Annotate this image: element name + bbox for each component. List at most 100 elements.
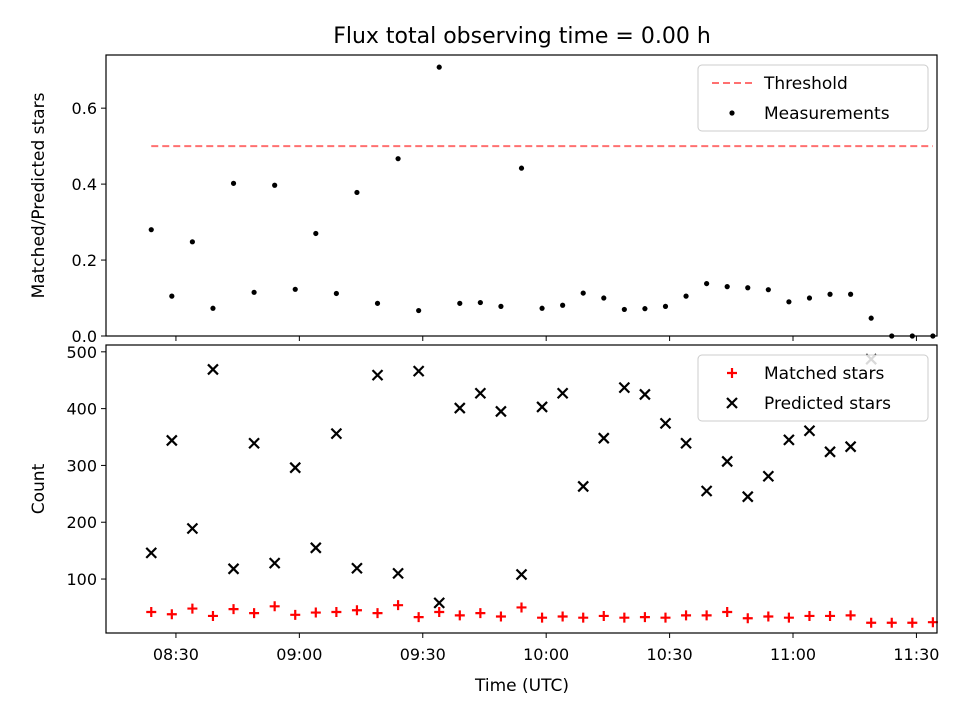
predicted-stars-point xyxy=(700,485,713,497)
measurement-point xyxy=(333,290,339,297)
matched-stars-point xyxy=(598,610,609,621)
top-legend-label: Threshold xyxy=(763,74,848,94)
matched-stars-point xyxy=(434,606,445,617)
predicted-stars-point xyxy=(227,563,240,575)
measurement-point xyxy=(539,305,545,311)
matched-stars-point xyxy=(907,617,918,628)
top-y-axis-label: Matched/Predicted stars xyxy=(29,92,49,298)
predicted-stars-point xyxy=(351,562,363,575)
bottom-legend: Matched stars Predicted stars xyxy=(697,354,929,422)
predicted-stars-point xyxy=(207,363,219,376)
matched-stars-point xyxy=(516,602,527,613)
matched-stars-point xyxy=(454,610,465,621)
predicted-stars-point xyxy=(680,437,692,450)
bottom-x-tick-label: 11:30 xyxy=(893,645,939,664)
predicted-stars-point xyxy=(577,480,589,493)
measurement-point xyxy=(621,306,627,313)
measurement-point xyxy=(272,182,278,188)
measurement-point xyxy=(457,300,463,306)
matched-stars-point xyxy=(927,617,938,628)
matched-stars-point xyxy=(351,605,362,616)
predicted-stars-point xyxy=(474,387,487,400)
measurement-point xyxy=(806,295,813,301)
measurement-point xyxy=(601,295,607,301)
measurement-point xyxy=(189,239,195,245)
bottom-axes-frame xyxy=(105,344,938,634)
matched-stars-point xyxy=(825,610,836,621)
matched-stars-point xyxy=(557,611,568,622)
matched-stars-point xyxy=(475,608,486,619)
matched-stars-point xyxy=(393,600,404,611)
matched-stars-point xyxy=(619,612,630,623)
top-y-tick-label: 0.2 xyxy=(72,251,97,270)
x-axis-label: Time (UTC) xyxy=(474,676,569,696)
matched-stars-point xyxy=(146,606,157,617)
matched-stars-point xyxy=(681,610,692,621)
measurement-point xyxy=(580,290,586,296)
measurement-point xyxy=(292,286,298,292)
matched-stars-point xyxy=(537,612,548,623)
matched-stars-point xyxy=(578,612,589,623)
top-panel: 0.0 0.2 0.4 0.6 Matched/Predicted stars Thres… xyxy=(29,54,938,346)
matched-stars-point xyxy=(845,610,856,621)
predicted-stars-point xyxy=(330,427,343,440)
measurement-point xyxy=(662,303,669,309)
bottom-panel: 100 200 300 400 500 08:30 09:00 09:30 10:00 10:30… xyxy=(29,343,939,664)
top-y-tick-label: 0.6 xyxy=(72,99,97,118)
matched-stars-point xyxy=(269,601,280,612)
measurement-point xyxy=(642,306,648,312)
predicted-stars-point xyxy=(824,446,836,458)
top-legend: Threshold Measurements xyxy=(697,64,929,132)
matched-stars-point xyxy=(763,611,774,622)
predicted-stars-point xyxy=(803,424,816,437)
top-legend-box xyxy=(697,64,929,132)
measurement-point xyxy=(436,64,442,70)
measurement-point xyxy=(786,299,792,305)
matched-stars-point xyxy=(495,611,506,622)
predicted-stars-point xyxy=(618,381,631,394)
matched-stars-point xyxy=(742,613,753,624)
measurement-point xyxy=(745,285,751,291)
measurement-point xyxy=(251,289,257,295)
predicted-stars-point xyxy=(844,440,857,453)
measurement-point xyxy=(169,293,175,299)
bottom-x-tick-label: 10:00 xyxy=(523,645,569,664)
predicted-stars-point xyxy=(145,547,158,559)
predicted-stars-point xyxy=(166,434,178,447)
predicted-stars-point xyxy=(310,542,322,554)
bottom-legend-label: Predicted stars xyxy=(764,394,891,414)
bottom-x-tick-label: 10:30 xyxy=(647,645,693,664)
matched-stars-point xyxy=(310,607,321,618)
measurement-point xyxy=(313,230,319,237)
predicted-stars-point xyxy=(289,461,302,474)
matched-stars-point xyxy=(187,603,198,614)
measurement-point xyxy=(395,156,401,162)
matched-stars-point xyxy=(166,609,177,620)
measurement-point xyxy=(683,293,689,299)
top-axes-frame xyxy=(105,54,938,337)
bottom-legend-label: Matched stars xyxy=(764,364,884,384)
matched-stars-point xyxy=(722,606,733,617)
measurement-point xyxy=(765,287,771,293)
bottom-x-tick-label: 11:00 xyxy=(770,645,816,664)
predicted-stars-point xyxy=(762,470,775,482)
measurement-point xyxy=(416,307,422,314)
matched-stars-point xyxy=(228,604,239,615)
bottom-y-tick-label: 300 xyxy=(66,456,97,475)
measurement-point xyxy=(230,180,237,186)
top-y-tick-label: 0.4 xyxy=(72,175,97,194)
predicted-stars-point xyxy=(186,522,199,535)
predicted-stars-point xyxy=(392,567,404,580)
bottom-legend-marker xyxy=(727,368,737,378)
predicted-stars-point xyxy=(433,597,446,609)
predicted-stars-point xyxy=(515,568,528,581)
measurement-point xyxy=(148,227,154,233)
measurement-point xyxy=(210,305,216,311)
matched-stars-point xyxy=(866,617,877,628)
predicted-stars-point xyxy=(268,557,281,569)
measurement-point xyxy=(848,291,854,297)
matched-stars-point xyxy=(783,612,794,623)
top-legend-marker xyxy=(729,110,735,116)
measurement-point xyxy=(827,291,833,297)
matched-stars-point xyxy=(290,609,301,620)
